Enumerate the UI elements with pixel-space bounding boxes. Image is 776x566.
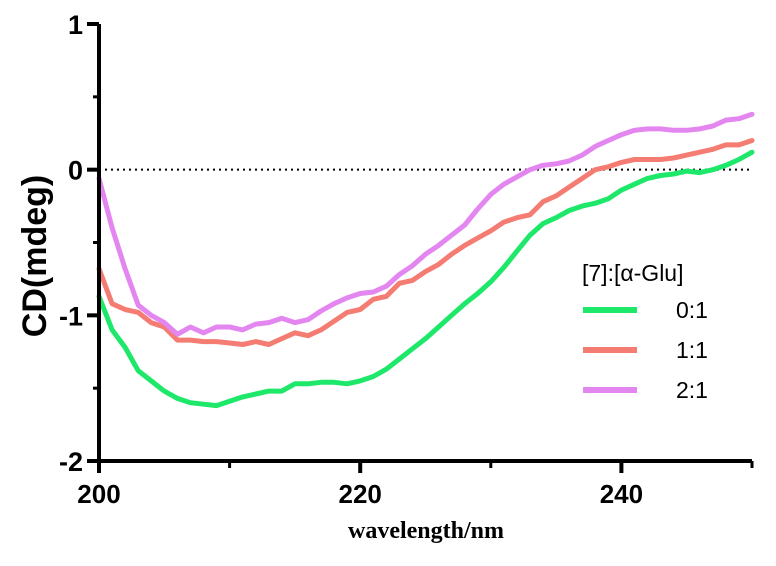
y-tick-label: 1	[68, 10, 83, 40]
series-line-2-1	[96, 111, 755, 337]
series-line-0-1	[96, 149, 755, 409]
x-tick-label: 220	[339, 479, 382, 509]
legend-label: 2:1	[676, 377, 708, 403]
series-line-1-1	[96, 138, 755, 347]
legend-label: 1:1	[676, 337, 708, 363]
series-layer	[96, 111, 755, 409]
legend: [7]:[α-Glu] 0:1 1:1 2:1	[582, 260, 708, 403]
y-tick-label: 0	[68, 156, 83, 186]
y-tick-label: -1	[59, 301, 83, 331]
legend-title: [7]:[α-Glu]	[582, 260, 684, 286]
x-tick-label: 240	[600, 479, 643, 509]
x-axis-title: wavelength/nm	[348, 518, 504, 544]
y-axis-title: CD(mdeg)	[16, 175, 54, 337]
x-axis-ticks: 200 220 240	[77, 461, 754, 509]
y-axis-ticks: 1 0 -1 -2	[59, 10, 99, 477]
legend-label: 0:1	[676, 297, 708, 323]
legend-items: 0:1 1:1 2:1	[583, 297, 708, 403]
y-tick-label: -2	[59, 447, 83, 477]
x-tick-label: 200	[77, 479, 120, 509]
